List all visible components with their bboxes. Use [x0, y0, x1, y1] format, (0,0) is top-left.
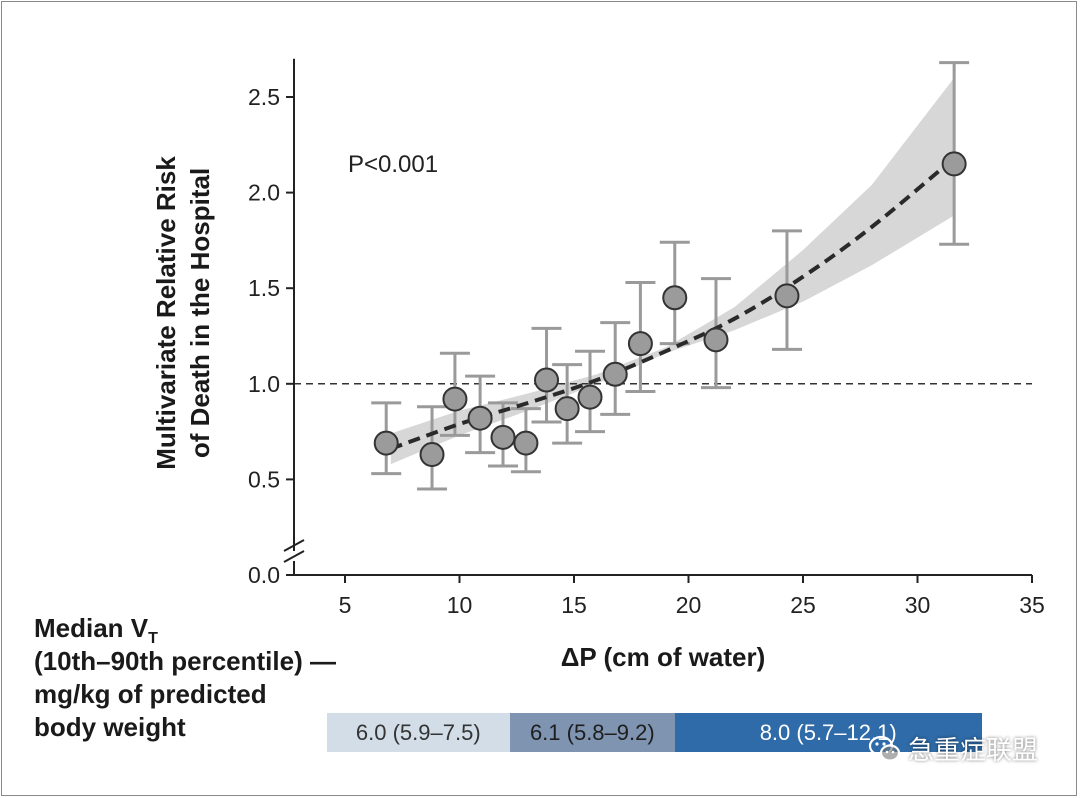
vt-band-mid: 6.1 (5.8–9.2) — [509, 713, 675, 752]
data-point — [602, 361, 628, 387]
data-point — [627, 331, 653, 357]
data-point — [662, 285, 688, 311]
y-tick-label: 0.5 — [248, 466, 280, 492]
x-tick-label: 30 — [905, 592, 931, 618]
data-point — [534, 367, 560, 393]
data-point — [703, 327, 729, 353]
x-tick-label: 35 — [1019, 592, 1045, 618]
y-tick-label: 2.5 — [248, 84, 280, 110]
y-tick-label: 1.0 — [248, 371, 280, 397]
confidence-band — [390, 77, 955, 465]
vt-band-low: 6.0 (5.9–7.5) — [326, 713, 510, 752]
x-tick-label: 25 — [790, 592, 816, 618]
data-point — [467, 405, 493, 431]
data-point — [419, 442, 445, 468]
data-point — [941, 151, 967, 177]
y-tick-label: 2.0 — [248, 180, 280, 206]
vt-label-line-4: body weight — [34, 712, 186, 742]
vt-label-line-3: mg/kg of predicted — [34, 679, 267, 709]
data-point — [577, 384, 603, 410]
data-point — [774, 283, 800, 309]
y-axis-label-line-1: Multivariate Relative Risk — [151, 156, 181, 470]
x-axis-label: ΔP (cm of water) — [561, 642, 766, 672]
y-axis-break-mark — [283, 539, 305, 552]
p-value-annotation: P<0.001 — [348, 151, 438, 178]
data-point — [554, 396, 580, 422]
watermark: 急重症联盟 — [868, 730, 1038, 767]
y-axis-label: Multivariate Relative Risk of Death in t… — [151, 156, 215, 470]
x-tick-label: 20 — [676, 592, 702, 618]
points-layer — [373, 151, 967, 468]
data-point — [490, 424, 516, 450]
x-tick-label: 15 — [561, 592, 587, 618]
vt-label-subscript: T — [148, 630, 158, 647]
data-point — [442, 386, 468, 412]
vt-label-line-1: Median VT — [34, 612, 336, 647]
x-tick-label: 10 — [447, 592, 473, 618]
ci-band-layer — [390, 77, 955, 465]
wechat-icon — [868, 735, 901, 762]
watermark-text: 急重症联盟 — [908, 735, 1039, 765]
vt-label-line-2: (10th–90th percentile) — — [34, 646, 336, 676]
x-tick-label: 5 — [339, 592, 352, 618]
y-axis-break — [283, 539, 305, 563]
vt-band-high: 8.0 (5.7–12.1) — [674, 713, 982, 752]
vt-label-main: Median V — [34, 613, 149, 643]
axes-layer: 0.0 0.5 1.0 1.5 2.0 2.5 5 10 15 20 25 30 35 — [248, 58, 1045, 618]
y-tick-label: 0.0 — [248, 562, 280, 588]
y-axis-break-mark — [283, 550, 305, 563]
y-tick-label: 1.5 — [248, 275, 280, 301]
data-point — [513, 430, 539, 456]
data-point — [373, 430, 399, 456]
y-axis-label-line-2: of Death in the Hospital — [185, 168, 215, 458]
error-bar-layer — [371, 61, 970, 491]
median-vt-label: Median VT (10th–90th percentile) — mg/kg… — [34, 612, 336, 744]
